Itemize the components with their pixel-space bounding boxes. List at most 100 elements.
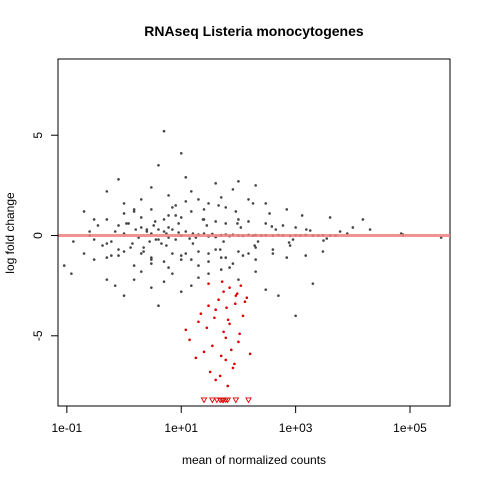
data-point (96, 224, 100, 227)
data-point (157, 164, 160, 167)
data-point (254, 258, 257, 261)
data-point (237, 250, 240, 253)
data-point (220, 280, 224, 283)
data-point (150, 186, 153, 189)
data-point (162, 260, 166, 263)
data-point (162, 129, 166, 133)
data-point (222, 240, 225, 243)
data-point (92, 238, 96, 241)
data-point (122, 250, 126, 253)
data-point (328, 216, 332, 219)
data-point (152, 224, 156, 227)
data-point (82, 210, 86, 213)
data-point (139, 216, 143, 219)
data-point (157, 238, 160, 241)
data-point (226, 318, 230, 322)
data-point (110, 240, 113, 243)
data-point (113, 284, 117, 287)
data-point (234, 294, 238, 297)
data-point (197, 250, 200, 253)
data-point (184, 230, 188, 233)
data-point (82, 252, 86, 255)
data-point (105, 242, 109, 245)
data-point (274, 228, 278, 231)
data-point (191, 242, 195, 245)
data-point (338, 230, 342, 233)
data-point (171, 272, 174, 275)
data-point (190, 258, 193, 261)
data-point (239, 284, 243, 287)
data-point (304, 228, 308, 231)
data-point (179, 290, 183, 293)
data-point (154, 238, 158, 241)
data-point (150, 208, 153, 211)
data-point (184, 200, 188, 203)
data-point (122, 294, 126, 297)
data-point (194, 356, 198, 360)
data-point (139, 270, 143, 273)
data-point (184, 328, 188, 332)
data-point (237, 218, 240, 221)
x-axis-label: mean of normalized counts (182, 453, 326, 467)
data-point (207, 304, 210, 308)
data-point (368, 228, 372, 231)
x-tick-label: 1e+05 (393, 421, 427, 435)
data-point (231, 366, 235, 370)
data-point (177, 231, 180, 234)
data-point (105, 256, 109, 259)
y-tick-label: 0 (31, 232, 45, 239)
data-points (62, 129, 443, 404)
data-point (132, 264, 136, 267)
data-point (294, 226, 297, 229)
data-point (285, 256, 289, 259)
data-point (214, 308, 217, 312)
data-point (92, 218, 96, 221)
x-axis: 1e-01 1e+01 1e+03 1e+05 (52, 405, 427, 435)
data-point (150, 262, 153, 265)
data-point (237, 180, 240, 183)
data-point (148, 240, 151, 243)
data-point (264, 222, 268, 225)
data-point (110, 254, 113, 257)
data-point (288, 244, 292, 247)
data-point (162, 218, 166, 221)
chart-title: RNAseq Listeria monocytogenes (144, 23, 364, 39)
data-point (235, 292, 239, 295)
data-point (256, 240, 260, 243)
data-point (72, 240, 75, 243)
data-point (219, 268, 223, 271)
data-point (139, 252, 143, 255)
data-point (231, 188, 235, 191)
data-point (254, 270, 257, 273)
data-point (167, 194, 170, 197)
data-point (145, 230, 149, 233)
plot-frame (57, 58, 451, 407)
data-point (234, 210, 238, 213)
data-point (197, 320, 200, 324)
data-point (174, 214, 178, 217)
data-point (131, 242, 134, 245)
data-point (150, 258, 153, 261)
data-point (264, 202, 268, 205)
data-point (224, 222, 228, 225)
data-point (237, 340, 240, 344)
data-point (247, 198, 250, 201)
data-point (270, 225, 274, 228)
data-point (197, 276, 200, 279)
data-point (254, 246, 257, 249)
data-point (224, 358, 228, 362)
data-point (167, 214, 170, 217)
data-point (201, 218, 205, 221)
data-point (285, 208, 289, 211)
data-point (361, 218, 365, 221)
data-point (237, 278, 240, 281)
data-point (271, 252, 275, 255)
data-point (277, 294, 280, 297)
data-point (205, 326, 209, 330)
data-point (245, 296, 249, 299)
data-point (162, 230, 166, 233)
data-point (214, 182, 217, 185)
data-point (145, 228, 149, 231)
data-point (291, 238, 295, 241)
